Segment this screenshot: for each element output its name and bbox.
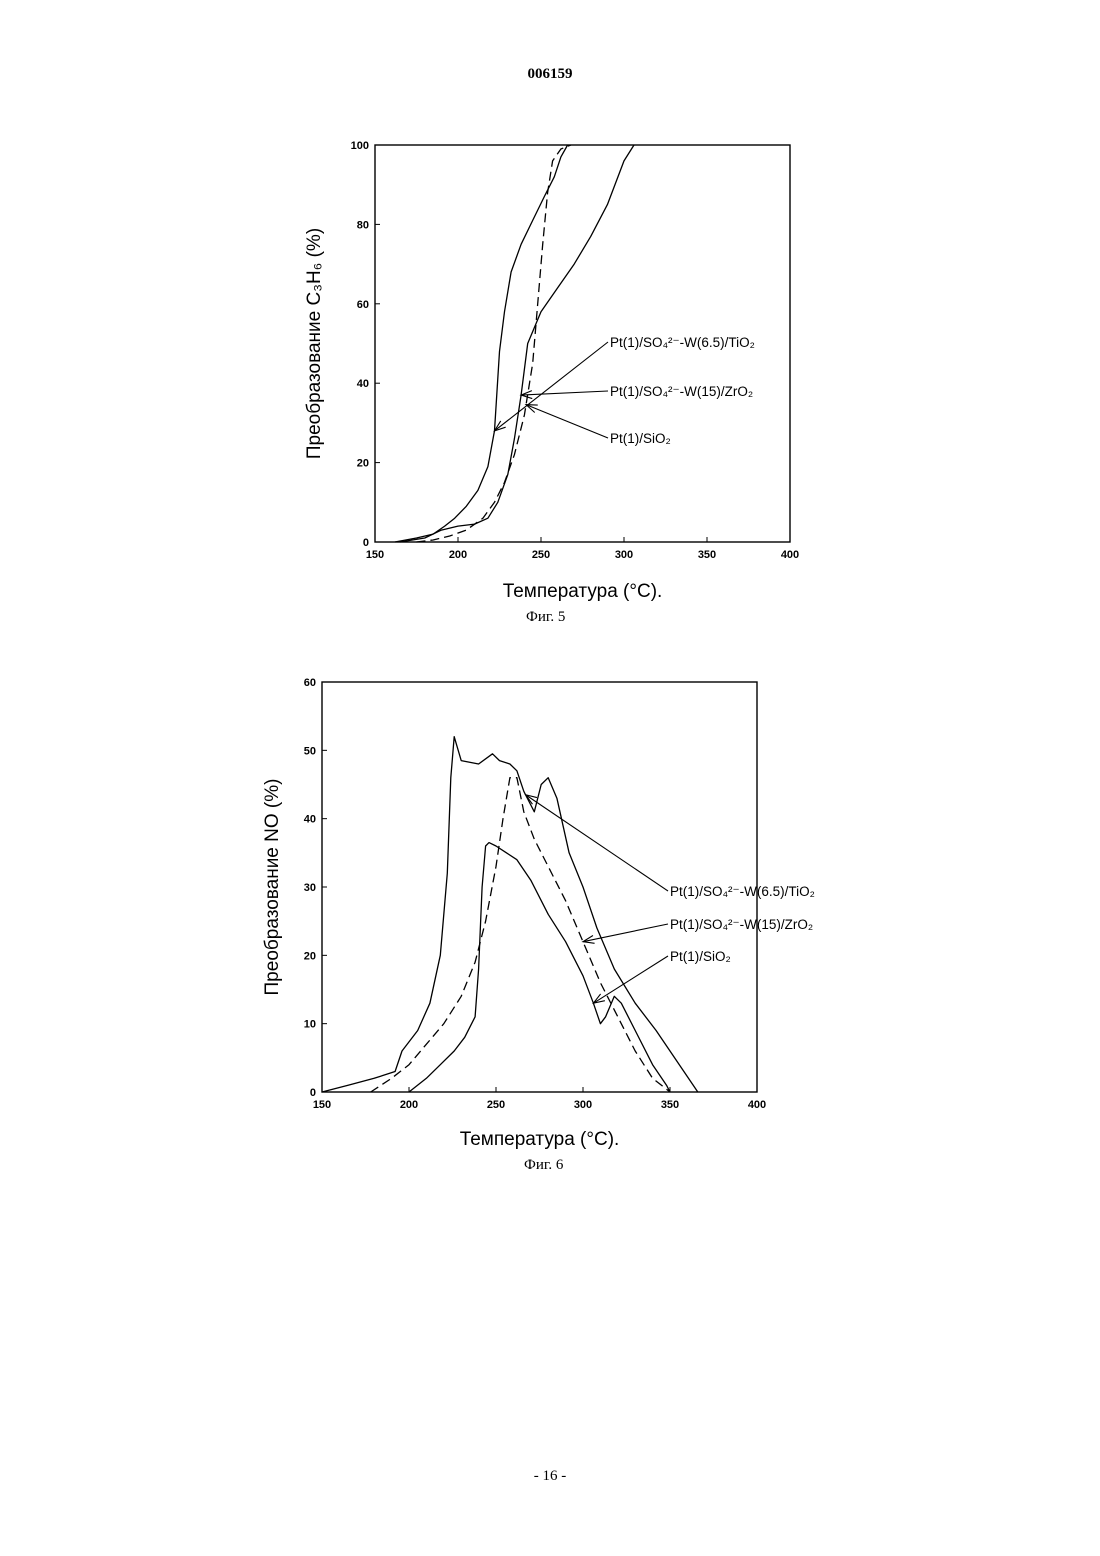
y-tick-label: 40 (304, 814, 316, 826)
figure-5: 150 200 250 300 350 400 0 20 40 60 80 100 Температур… (290, 125, 850, 635)
x-tick-label: 300 (574, 1099, 592, 1111)
x-axis-title: Температура (°C). (460, 1129, 620, 1150)
y-tick-label: 0 (363, 537, 369, 549)
x-tick-label: 400 (748, 1099, 766, 1111)
chart-fig5: 150 200 250 300 350 400 0 20 40 60 80 100 Температур… (290, 125, 850, 635)
series-line (395, 145, 568, 542)
y-tick-label: 30 (304, 882, 316, 894)
legend-label: Pt(1)/SO₄²⁻-W(6.5)/TiO₂ (610, 335, 755, 350)
legend-label: Pt(1)/SO₄²⁻-W(15)/ZrO₂ (670, 917, 813, 932)
x-tick-label: 300 (615, 549, 633, 561)
y-tick-label: 20 (304, 950, 316, 962)
x-tick-label: 150 (366, 549, 384, 561)
legend-label: Pt(1)/SiO₂ (610, 431, 671, 446)
series-line (371, 778, 670, 1092)
document-number: 006159 (0, 66, 1100, 83)
series-line (400, 145, 634, 542)
x-tick-label: 150 (313, 1099, 331, 1111)
x-tick-label: 350 (698, 549, 716, 561)
x-tick-label: 400 (781, 549, 799, 561)
x-axis-title: Температура (°C). (503, 581, 663, 602)
y-tick-label: 60 (357, 299, 369, 311)
x-tick-label: 250 (532, 549, 550, 561)
x-tick-label: 200 (400, 1099, 418, 1111)
chart-fig6: 150 200 250 300 350 400 0 10 20 30 40 50 60 Температу… (250, 665, 860, 1185)
legend-label: Pt(1)/SO₄²⁻-W(15)/ZrO₂ (610, 384, 753, 399)
y-axis-title: Преобразование NO (%) (262, 779, 283, 996)
x-tick-label: 350 (661, 1099, 679, 1111)
legend-label: Pt(1)/SiO₂ (670, 949, 731, 964)
legend-arrow (526, 405, 608, 438)
series-line (322, 737, 698, 1092)
legend-arrow (583, 924, 668, 942)
series-line (409, 843, 670, 1092)
y-tick-label: 0 (310, 1087, 316, 1099)
y-tick-label: 100 (351, 140, 369, 152)
y-tick-label: 10 (304, 1019, 316, 1031)
arrowhead-icon (593, 994, 604, 1003)
figure-6: 150 200 250 300 350 400 0 10 20 30 40 50 60 Температу… (250, 665, 860, 1185)
legend-label: Pt(1)/SO₄²⁻-W(6.5)/TiO₂ (670, 884, 815, 899)
x-tick-label: 200 (449, 549, 467, 561)
page-footer: - 16 - (0, 1468, 1100, 1485)
y-tick-label: 20 (357, 458, 369, 470)
legend-arrow (526, 795, 668, 891)
y-tick-label: 40 (357, 378, 369, 390)
y-tick-label: 80 (357, 219, 369, 231)
legend-arrow (495, 342, 608, 431)
y-tick-label: 60 (304, 677, 316, 689)
figure-caption: Фиг. 5 (526, 609, 565, 626)
series-line (417, 145, 571, 542)
y-axis-title: Преобразование C₃H₆ (%) (304, 228, 325, 459)
legend-arrow (521, 391, 608, 395)
figure-caption: Фиг. 6 (524, 1157, 563, 1174)
x-tick-label: 250 (487, 1099, 505, 1111)
y-tick-label: 50 (304, 745, 316, 757)
